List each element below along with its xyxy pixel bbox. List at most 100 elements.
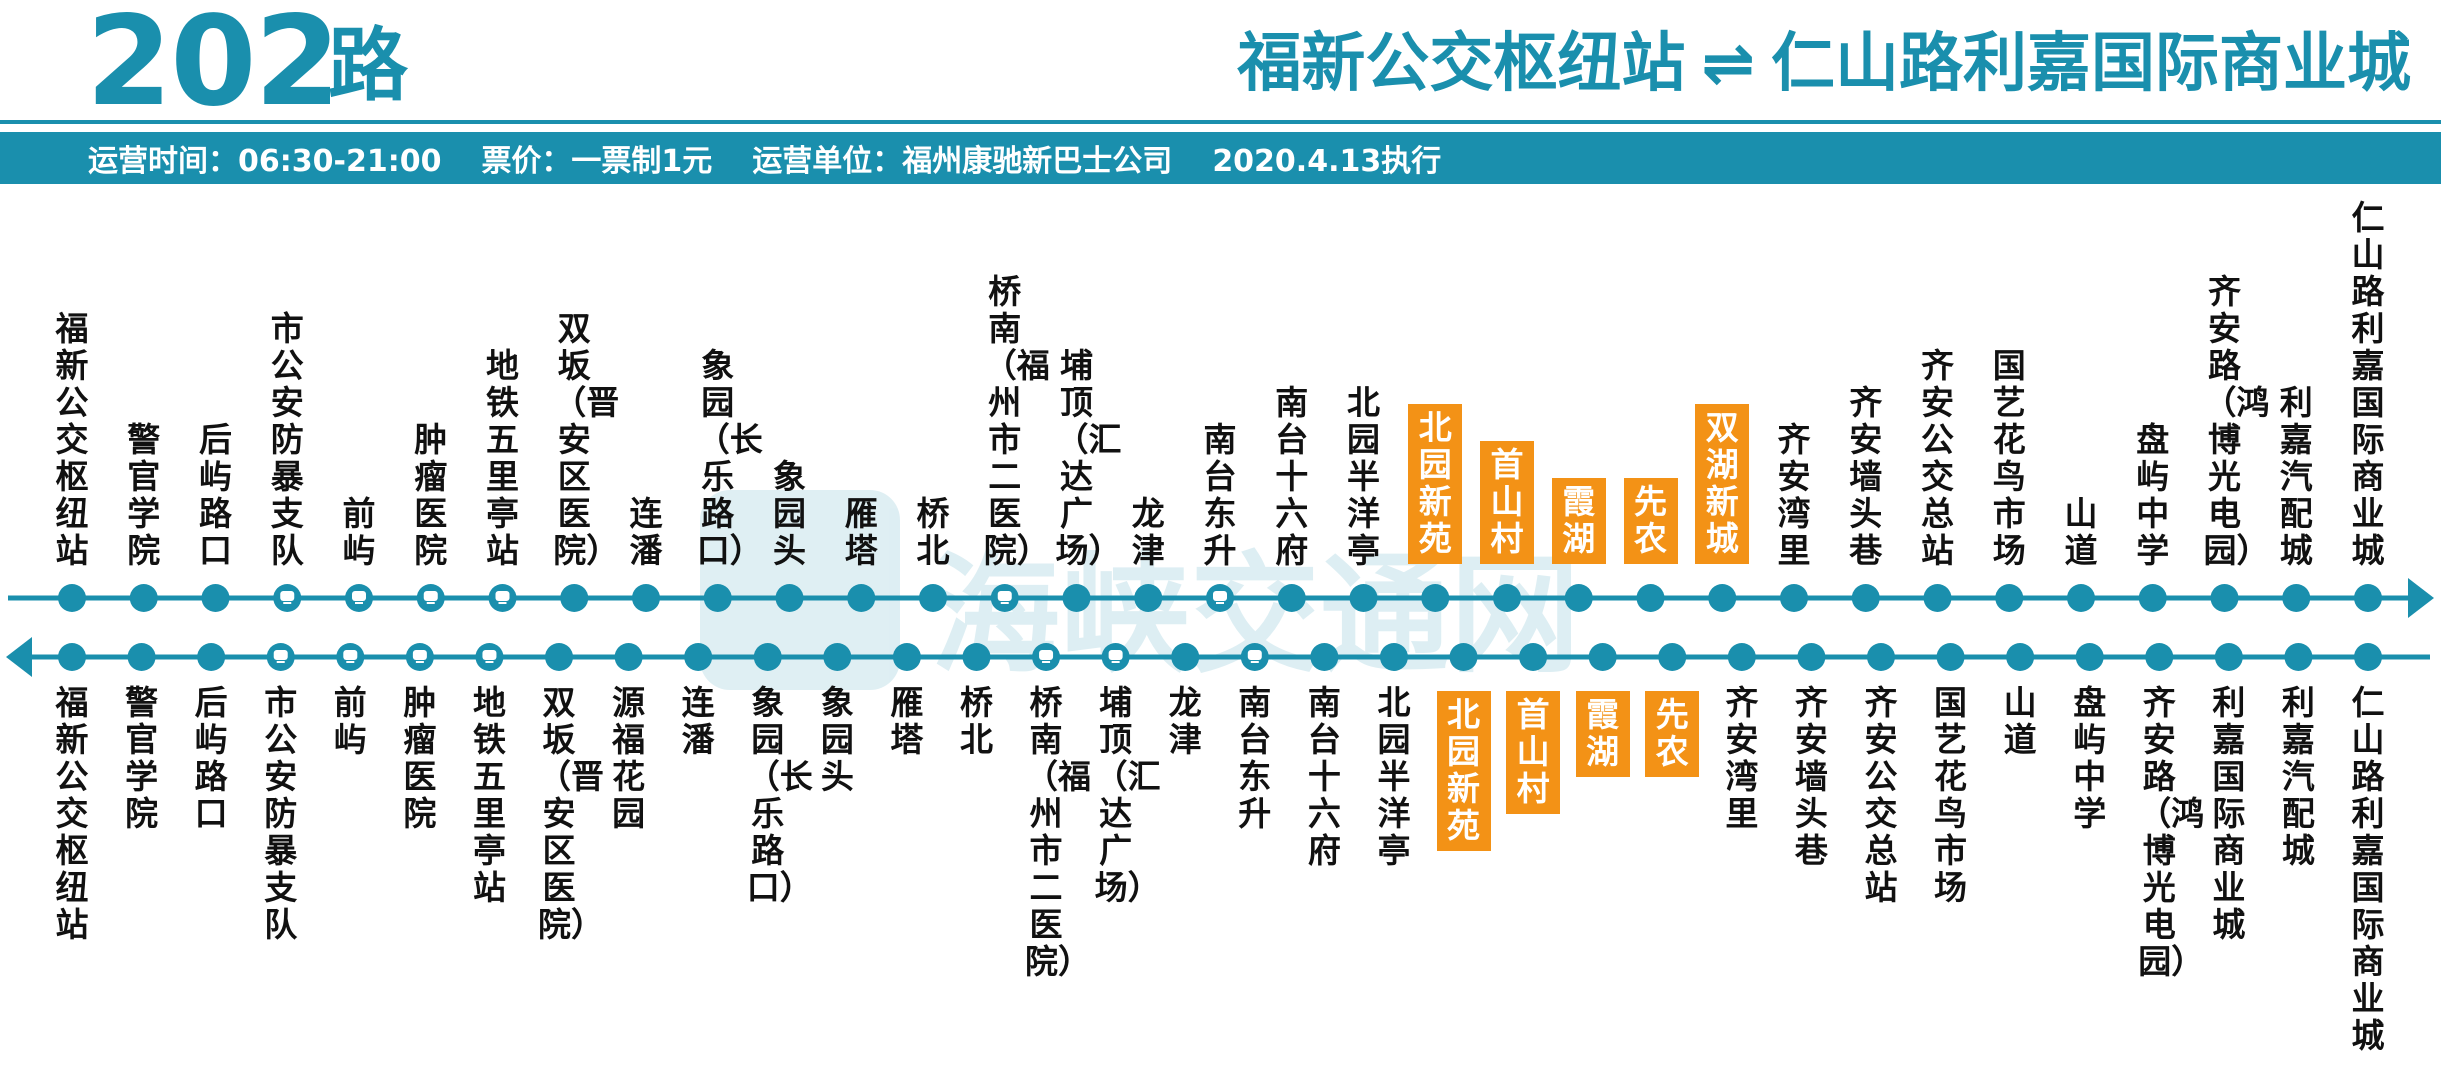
inbound-metro-icon (482, 650, 497, 660)
inbound-stop-label: 利嘉国际商业城 (2212, 683, 2246, 944)
outbound-stop-dot (632, 584, 660, 612)
inbound-stop-dot (1310, 643, 1339, 671)
inbound-stop-dot (823, 643, 852, 671)
inbound-stop-label: 盘屿中学 (2073, 683, 2107, 833)
inbound-stop-dot (1727, 643, 1756, 671)
route-number: 202 (86, 0, 341, 134)
outbound-stop-dot (1851, 584, 1880, 612)
outbound-metro-icon-base (1216, 602, 1224, 604)
inbound-metro-icon-base (415, 661, 424, 663)
outbound-stop-label: 山道 (2064, 494, 2098, 571)
outbound-stop-dot (129, 584, 158, 612)
inbound-metro-icon-base (1111, 661, 1120, 663)
inbound-stop-label: 先农 (1645, 691, 1700, 777)
terminal-b: 仁山路利嘉国际商业城 (1771, 27, 2411, 101)
outbound-stop-dot (2067, 584, 2095, 612)
inbound-stop-label: 源福花园 (612, 683, 646, 833)
outbound-stop-dot (2354, 584, 2382, 612)
inbound-stop-dot (197, 643, 226, 671)
outbound-metro-icon-base (498, 602, 507, 604)
inbound-metro-icon (1247, 650, 1262, 660)
outbound-stop-label: 齐安墙头巷 (1849, 383, 1883, 571)
inbound-stop-dot (1449, 643, 1478, 671)
inbound-stop-dot (753, 643, 782, 671)
inbound-metro-icon-base (1042, 661, 1051, 663)
inbound-arrow-icon (6, 637, 32, 677)
outbound-stop-label: 利嘉汽配城 (2279, 383, 2313, 571)
outbound-stop-dot (847, 584, 876, 612)
inbound-stop-dot (1658, 643, 1687, 671)
outbound-stop-dot (1134, 584, 1163, 612)
inbound-stop-label: 南台东升 (1238, 683, 1272, 833)
outbound-stop-label: 埔顶（汇达广场） (1055, 346, 1122, 571)
outbound-stop-dot (58, 584, 86, 612)
outbound-stop-dot (2282, 584, 2311, 612)
outbound-stop-dot (1995, 584, 2024, 612)
inbound-stop-dot (2145, 643, 2174, 671)
inbound-stop-dot (684, 643, 713, 671)
inbound-stop-dot (2354, 643, 2382, 671)
outbound-stop-dot (1636, 584, 1665, 612)
outbound-stop-label: 后屿路口 (199, 420, 232, 571)
inbound-metro-icon (1039, 650, 1054, 660)
outbound-stop-dot (1349, 584, 1378, 612)
outbound-stop-dot (1062, 584, 1091, 612)
inbound-stop-label: 前屿 (333, 683, 367, 759)
fare: 票价：一票制1元 (481, 144, 713, 179)
inbound-stop-label: 北园新苑 (1436, 691, 1491, 851)
outbound-stop-label: 霞湖 (1551, 478, 1606, 564)
inbound-stop-dot (892, 643, 921, 671)
outbound-stop-dot (560, 584, 589, 612)
inbound-stop-label: 齐安湾里 (1725, 683, 1759, 833)
outbound-stop-dot (1923, 584, 1952, 612)
terminal-a: 福新公交枢纽站 (1237, 27, 1686, 101)
outbound-stop-label: 齐安公交总站 (1921, 346, 1954, 571)
operating-hours: 运营时间：06:30-21:00 (88, 144, 442, 179)
inbound-stop-label: 龙津 (1168, 683, 1202, 759)
outbound-stop-dot (1493, 584, 1521, 612)
inbound-metro-icon-base (1250, 661, 1259, 663)
inbound-stop-dot (962, 643, 991, 671)
inbound-stop-label: 齐安墙头巷 (1794, 683, 1828, 870)
inbound-stop-label: 象园（长乐路口） (746, 683, 813, 907)
inbound-stop-dot (1171, 643, 1200, 671)
outbound-metro-icon (997, 591, 1012, 601)
outbound-stop-label: 首山村 (1480, 441, 1534, 564)
outbound-stop-label: 象园（长乐路口） (696, 346, 763, 571)
outbound-stop-dot (2138, 584, 2167, 612)
outbound-stop-label: 南台十六府 (1275, 383, 1309, 571)
inbound-stop-label: 桥北 (959, 683, 993, 759)
operator: 运营单位：福州康驰新巴士公司 (752, 144, 1173, 179)
route-suffix: 路 (328, 19, 408, 112)
outbound-metro-icon-base (1000, 602, 1009, 604)
outbound-metro-icon (1213, 591, 1227, 601)
inbound-stop-label: 后屿路口 (194, 683, 228, 833)
inbound-stop-label: 霞湖 (1575, 691, 1630, 777)
outbound-metro-icon (423, 591, 438, 601)
outbound-stop-label: 桥南（福州市二医院） (983, 272, 1050, 571)
inbound-stop-label: 警官学院 (125, 683, 159, 833)
inbound-metro-icon (1108, 650, 1123, 660)
inbound-stop-label: 连潘 (681, 683, 715, 759)
info-bar: 运营时间：06:30-21:00 票价：一票制1元 运营单位：福州康驰新巴士公司… (0, 132, 2441, 184)
outbound-arrow-icon (2408, 578, 2434, 618)
inbound-stop-dot (545, 643, 574, 671)
inbound-stop-dot (2214, 643, 2243, 671)
outbound-stop-dot (1780, 584, 1808, 612)
outbound-stop-label: 象园头 (773, 457, 806, 571)
outbound-stop-dot (775, 584, 804, 612)
inbound-stop-label: 利嘉汽配城 (2281, 683, 2315, 870)
inbound-stop-label: 肿瘤医院 (403, 683, 437, 833)
inbound-stop-label: 齐安路（鸿博光电园） (2138, 683, 2205, 981)
inbound-stop-label: 桥南（福州市二医院） (1025, 683, 1092, 981)
outbound-stop-label: 齐安路（鸿博光电园） (2203, 272, 2270, 571)
outbound-stop-label: 肿瘤医院 (414, 420, 448, 571)
inbound-stop-dot (2284, 643, 2313, 671)
inbound-stop-label: 雁塔 (890, 683, 924, 759)
inbound-stop-label: 首山村 (1506, 691, 1561, 814)
outbound-stop-label: 前屿 (342, 494, 376, 571)
outbound-stop-label: 市公安防暴支队 (270, 309, 304, 571)
inbound-stop-label: 仁山路利嘉国际商业城 (2351, 683, 2385, 1055)
